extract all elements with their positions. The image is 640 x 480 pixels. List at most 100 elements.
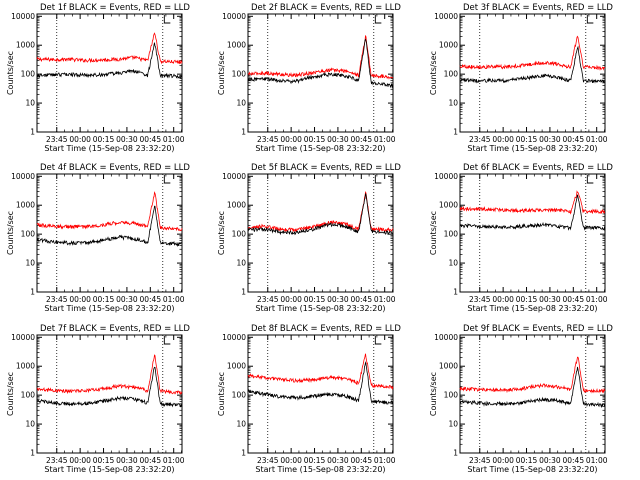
y-tick-label: 1000: [227, 362, 246, 371]
y-axis-label: Counts/sec: [6, 51, 15, 95]
y-tick-label: 1: [30, 288, 35, 297]
lld-trace: [459, 190, 606, 215]
y-tick-label: 10: [236, 99, 246, 108]
x-tick-label: 00:30: [116, 295, 138, 304]
y-tick-label: 10: [236, 420, 246, 429]
y-axis-label: Counts/sec: [429, 211, 438, 255]
x-tick-label: 01:00: [586, 135, 608, 144]
y-tick-label: 10000: [434, 12, 458, 21]
y-tick-label: 10: [25, 420, 35, 429]
y-tick-label: 100: [232, 391, 247, 400]
panel-title: Det 5f BLACK = Events, RED = LLD: [251, 163, 401, 173]
x-axis-label: Start Time (15-Sep-08 23:32:20): [255, 465, 385, 474]
x-tick-label: 00:15: [304, 135, 326, 144]
x-tick-label: 00:45: [562, 456, 584, 465]
lld-trace: [36, 191, 183, 232]
y-axis-label: Counts/sec: [217, 211, 226, 255]
y-tick-label: 100: [21, 391, 36, 400]
x-tick-label: 00:15: [93, 456, 115, 465]
x-tick-label: 00:15: [304, 456, 326, 465]
y-tick-label: 100: [232, 70, 247, 79]
x-tick-label: 00:00: [69, 456, 91, 465]
bracket-marker: [586, 336, 594, 345]
y-tick-label: 1: [241, 288, 246, 297]
plot-frame: [459, 173, 606, 293]
y-tick-label: 10000: [434, 172, 458, 181]
y-tick-label: 1: [453, 288, 458, 297]
y-tick-label: 1000: [439, 201, 458, 210]
lld-trace: [36, 32, 183, 65]
bracket-marker: [163, 336, 171, 345]
panel-2: Det 2f BLACK = Events, RED = LLD 1 10 100 10…: [217, 3, 401, 153]
x-tick-label: 23:45: [469, 295, 491, 304]
y-tick-label: 1000: [16, 201, 35, 210]
panel-6: Det 6f BLACK = Events, RED = LLD 1 10 100 10…: [429, 163, 613, 313]
x-axis-label: Start Time (15-Sep-08 23:32:20): [467, 465, 597, 474]
x-axis-label: Start Time (15-Sep-08 23:32:20): [467, 144, 597, 153]
y-tick-label: 1000: [439, 41, 458, 50]
panel-4: Det 4f BLACK = Events, RED = LLD 1 10 100 10…: [6, 163, 190, 313]
x-tick-label: 00:15: [93, 295, 115, 304]
x-tick-label: 00:45: [350, 295, 372, 304]
events-trace: [247, 38, 394, 89]
y-tick-label: 1: [453, 128, 458, 137]
bracket-marker: [586, 175, 594, 184]
x-axis-label: Start Time (15-Sep-08 23:32:20): [467, 304, 597, 313]
y-tick-label: 10000: [222, 172, 246, 181]
lld-trace: [36, 354, 183, 395]
x-axis-label: Start Time (15-Sep-08 23:32:20): [44, 465, 174, 474]
lld-trace: [247, 35, 394, 80]
panel-5: Det 5f BLACK = Events, RED = LLD 1 10 100 10…: [217, 163, 401, 313]
y-tick-label: 1: [453, 449, 458, 458]
y-tick-label: 10: [448, 99, 458, 108]
events-trace: [36, 205, 183, 248]
x-tick-label: 00:30: [539, 295, 561, 304]
panel-title: Det 7f BLACK = Events, RED = LLD: [40, 324, 190, 334]
y-tick-label: 10000: [11, 333, 35, 342]
events-trace: [36, 42, 183, 79]
x-tick-label: 00:00: [280, 295, 302, 304]
bracket-marker: [163, 175, 171, 184]
y-tick-label: 100: [444, 391, 459, 400]
lld-trace: [247, 191, 394, 233]
x-tick-label: 00:45: [562, 295, 584, 304]
y-tick-label: 1000: [439, 362, 458, 371]
x-tick-label: 00:00: [280, 456, 302, 465]
y-tick-label: 100: [21, 70, 36, 79]
panel-title: Det 9f BLACK = Events, RED = LLD: [463, 324, 613, 334]
y-tick-label: 10000: [11, 12, 35, 21]
y-tick-label: 10: [25, 259, 35, 268]
bracket-marker: [163, 15, 171, 24]
events-trace: [459, 194, 606, 231]
y-tick-label: 10000: [222, 333, 246, 342]
x-tick-label: 01:00: [586, 295, 608, 304]
plot-frame: [36, 334, 183, 454]
x-axis-label: Start Time (15-Sep-08 23:32:20): [255, 144, 385, 153]
plot-frame: [247, 173, 394, 293]
panel-title: Det 6f BLACK = Events, RED = LLD: [463, 163, 613, 173]
x-tick-label: 00:30: [116, 456, 138, 465]
x-tick-label: 00:45: [350, 135, 372, 144]
plot-frame: [247, 13, 394, 133]
lld-trace: [247, 353, 394, 391]
x-tick-label: 00:45: [350, 456, 372, 465]
events-trace: [247, 193, 394, 236]
y-tick-label: 1000: [227, 201, 246, 210]
x-tick-label: 00:15: [516, 295, 538, 304]
x-tick-label: 00:00: [492, 456, 514, 465]
y-tick-label: 100: [232, 230, 247, 239]
plot-frame: [36, 13, 183, 133]
x-tick-label: 00:30: [327, 456, 349, 465]
x-tick-label: 23:45: [46, 295, 68, 304]
y-tick-label: 1: [30, 449, 35, 458]
x-tick-label: 00:15: [304, 295, 326, 304]
y-axis-label: Counts/sec: [429, 51, 438, 95]
y-tick-label: 10: [448, 420, 458, 429]
lld-trace: [459, 35, 606, 71]
bracket-marker: [374, 15, 382, 24]
bracket-marker: [586, 15, 594, 24]
y-tick-label: 100: [21, 230, 36, 239]
y-tick-label: 1: [30, 128, 35, 137]
y-tick-label: 100: [444, 230, 459, 239]
